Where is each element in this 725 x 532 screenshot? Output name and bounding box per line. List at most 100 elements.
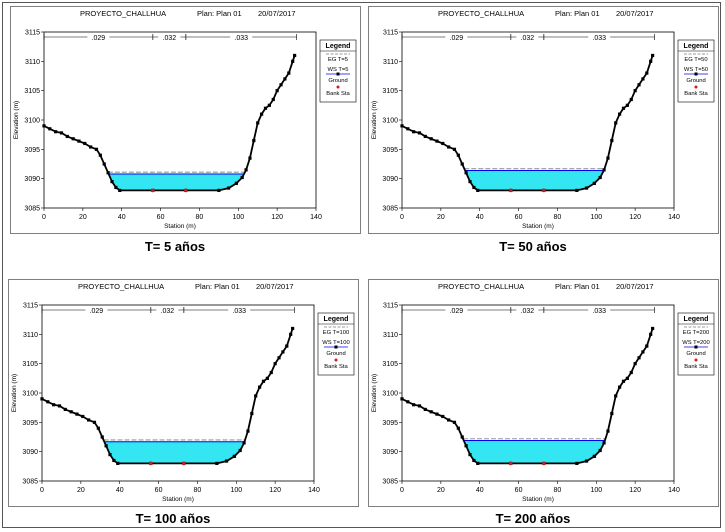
caption-t200: T= 200 años [495, 511, 571, 526]
ground-point [279, 83, 283, 87]
ground-point [584, 459, 589, 463]
legend-bank: Bank Sta [324, 364, 348, 370]
manning-label-2: .033 [234, 35, 248, 42]
water-area [104, 441, 245, 464]
legend-box [677, 39, 715, 103]
x-tick-label: 0 [400, 487, 404, 494]
plan-label: Plan: Plan 01 [195, 282, 240, 291]
y-tick-label: 3105 [382, 361, 398, 368]
y-tick-label: 3090 [382, 449, 398, 456]
ground-point [114, 185, 118, 190]
x-tick-label: 100 [232, 214, 244, 221]
water-area [463, 440, 605, 464]
ground-point [92, 420, 97, 424]
ground-point [435, 412, 439, 416]
ground-point [649, 59, 653, 63]
bank-station-0 [151, 188, 155, 193]
ground-point [118, 188, 122, 192]
bank-station-0 [149, 461, 153, 466]
ground-point [40, 397, 44, 401]
ground-point [598, 448, 602, 453]
ground-point [641, 350, 645, 354]
ground-point [108, 453, 112, 457]
manning-label-bg-2 [230, 33, 253, 41]
ground-point [104, 444, 108, 448]
ground-point [447, 418, 451, 422]
ground-point [112, 458, 116, 463]
ground-point [263, 106, 268, 110]
manning-label-0: .029 [450, 308, 464, 315]
chart-title: PROYECTO_CHALLHUA [80, 9, 166, 18]
manning-label-0: .029 [450, 35, 464, 42]
ground-point [637, 83, 641, 87]
ground-point [452, 420, 457, 424]
ground-point [460, 162, 464, 166]
legend-box [317, 312, 355, 376]
manning-label-bg-1 [516, 33, 539, 41]
ground-point [575, 188, 579, 192]
ground-point [261, 379, 266, 383]
manning-label-1: .032 [521, 308, 535, 315]
ground-point [417, 131, 422, 135]
ground-point [610, 138, 614, 143]
ground-point [456, 426, 460, 430]
x-tick-label: 0 [42, 214, 46, 221]
x-tick-label: 120 [629, 214, 641, 221]
ground-point [618, 112, 622, 116]
ground-point [452, 147, 457, 151]
ground-point [651, 53, 655, 58]
ground-point [275, 89, 279, 93]
y-tick-label: 3105 [382, 88, 398, 95]
ground-point [217, 188, 221, 192]
legend-eg: EG T=50 [684, 57, 707, 63]
x-tick-label: 120 [629, 487, 641, 494]
x-tick-label: 140 [308, 487, 320, 494]
ground-point [52, 403, 56, 407]
legend-ws: WS T=5 [328, 67, 349, 73]
chart-title: PROYECTO_CHALLHUA [78, 282, 164, 291]
x-tick-label: 100 [590, 487, 602, 494]
ground-point [265, 376, 269, 380]
x-tick-label: 100 [590, 214, 602, 221]
legend-bank-marker [336, 85, 340, 89]
legend-eg: EG T=100 [323, 330, 349, 336]
ground-point [289, 332, 293, 336]
y-tick-label: 3105 [22, 361, 38, 368]
panel-border [368, 279, 719, 507]
x-tick-label: 20 [77, 487, 85, 494]
legend-eg: EG T=200 [683, 330, 709, 336]
y-tick-label: 3100 [382, 391, 398, 398]
ground-point [63, 407, 67, 412]
x-tick-label: 40 [118, 214, 126, 221]
ground-point [277, 356, 281, 360]
legend-bank: Bank Sta [684, 364, 708, 370]
ground-point [476, 188, 480, 192]
chart-title: PROYECTO_CHALLHUA [438, 282, 524, 291]
ground-point [476, 461, 480, 465]
ground-point [96, 426, 100, 430]
y-axis-label: Elevation (m) [371, 374, 378, 412]
x-axis-label: Station (m) [164, 223, 196, 230]
y-tick-label: 3115 [25, 30, 40, 37]
ground-point [254, 394, 258, 398]
x-tick-label: 80 [196, 214, 204, 221]
ground-point [252, 138, 256, 143]
ground-point [464, 171, 468, 175]
legend-eg: EG T=5 [328, 57, 348, 63]
ground-point [75, 412, 79, 416]
ground-point [447, 145, 451, 149]
ground-point [618, 385, 622, 389]
ground-point [575, 461, 579, 465]
ground-point [248, 156, 252, 160]
x-tick-label: 20 [79, 214, 87, 221]
manning-label-0: .029 [90, 308, 104, 315]
ground-point [246, 429, 250, 433]
chart-title: PROYECTO_CHALLHUA [438, 9, 524, 18]
ground-point [281, 350, 285, 354]
ground-point [584, 186, 589, 190]
y-axis-label: Elevation (m) [13, 101, 20, 139]
y-tick-label: 3085 [382, 206, 398, 213]
caption-t5: T= 5 años [144, 239, 206, 254]
ground-point [256, 121, 260, 125]
y-tick-label: 3090 [382, 176, 398, 183]
